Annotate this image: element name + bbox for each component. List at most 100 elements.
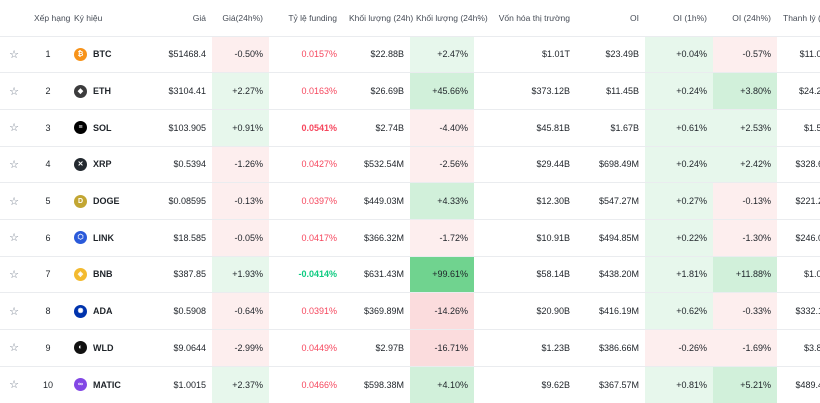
- change-24h-header[interactable]: Giá(24h%): [222, 12, 263, 23]
- volume-change-cell: -4.40%: [410, 109, 474, 147]
- liquidation-header[interactable]: Thanh lý (24h): [783, 12, 820, 23]
- table-row[interactable]: ☆ 6 ⬡ LINK $18.585 -0.05% 0.0417% $366.32M -1.72…: [0, 219, 820, 257]
- rank-cell: 1: [45, 49, 51, 60]
- symbol-cell[interactable]: ≡ SOL: [68, 109, 126, 146]
- table-row[interactable]: ☆ 3 ≡ SOL $103.905 +0.91% 0.0541% $2.74B -4.40% $…: [0, 109, 820, 147]
- symbol-label: XRP: [93, 159, 112, 170]
- favorite-star-icon[interactable]: ☆: [9, 195, 19, 208]
- favorite-star-icon[interactable]: ☆: [9, 122, 19, 135]
- price-cell: $3104.41: [168, 86, 206, 97]
- favorite-star-icon[interactable]: ☆: [9, 158, 19, 171]
- volume-change-cell: +99.61%: [410, 256, 474, 293]
- change-24h-cell: -0.50%: [212, 36, 269, 73]
- symbol-label: SOL: [93, 122, 112, 133]
- liquidation-cell: $489.44K: [795, 379, 820, 390]
- bnb-icon: ◈: [74, 267, 87, 281]
- symbol-label: DOGE: [93, 196, 120, 207]
- table-row[interactable]: ☆ 8 ✺ ADA $0.5908 -0.64% 0.0391% $369.89M -14.26…: [0, 292, 820, 330]
- liquidation-cell: $3.82M: [803, 342, 820, 353]
- oi-24h-cell: -1.69%: [713, 329, 777, 367]
- table-row[interactable]: ☆ 4 ✕ XRP $0.5394 -1.26% 0.0427% $532.54M -2.56%…: [0, 146, 820, 183]
- table-row[interactable]: ☆ 1 ₿ BTC $51468.4 -0.50% 0.0157% $22.88B +2.47%…: [0, 36, 820, 73]
- table-row[interactable]: ☆ 2 ◆ ETH $3104.41 +2.27% 0.0163% $26.69B +45.66…: [0, 72, 820, 110]
- matic-icon: ∞: [74, 378, 87, 392]
- market-cap-header[interactable]: Vốn hóa thị trường: [498, 12, 570, 23]
- favorite-star-icon[interactable]: ☆: [9, 232, 19, 245]
- market-cap-cell: $1.23B: [541, 342, 570, 353]
- price-cell: $0.5908: [173, 306, 206, 317]
- volume-24h-header[interactable]: Khối lượng (24h): [349, 12, 414, 23]
- table-row[interactable]: ☆ 7 ◈ BNB $387.85 +1.93% -0.0414% $631.43M +99.6…: [0, 256, 820, 293]
- oi-24h-cell: +2.42%: [713, 146, 777, 183]
- rank-cell: 3: [45, 122, 51, 133]
- open-interest-cell: $1.67B: [610, 122, 639, 133]
- symbol-cell[interactable]: ◐ WLD: [68, 330, 126, 367]
- oi-1h-cell: +1.81%: [645, 256, 713, 293]
- rank-header[interactable]: Xếp hạng: [34, 12, 71, 23]
- funding-rate-cell: -0.0414%: [298, 269, 337, 280]
- open-interest-header[interactable]: OI: [630, 12, 639, 23]
- price-cell: $387.85: [173, 269, 206, 280]
- favorite-star-icon[interactable]: ☆: [9, 85, 19, 98]
- volume-24h-cell: $366.32M: [363, 232, 404, 243]
- rank-cell: 2: [45, 86, 51, 97]
- table-header-row: Xếp hạng Ký hiệu Giá Giá(24h%) Tỷ lệ fun…: [0, 0, 820, 36]
- ada-icon: ✺: [74, 304, 87, 318]
- rank-cell: 6: [45, 232, 51, 243]
- favorite-star-icon[interactable]: ☆: [9, 48, 19, 61]
- table-row[interactable]: ☆ 10 ∞ MATIC $1.0015 +2.37% 0.0466% $598.38M +4.…: [0, 366, 820, 403]
- symbol-header[interactable]: Ký hiệu: [74, 12, 103, 23]
- oi-24h-cell: +2.53%: [713, 109, 777, 147]
- symbol-cell[interactable]: ✺ ADA: [68, 293, 126, 330]
- oi-1h-header[interactable]: OI (1h%): [672, 12, 707, 23]
- volume-change-cell: +45.66%: [410, 72, 474, 110]
- symbol-cell[interactable]: D DOGE: [68, 183, 126, 220]
- change-24h-cell: +2.27%: [212, 72, 269, 110]
- price-cell: $0.08595: [168, 196, 206, 207]
- favorite-star-icon[interactable]: ☆: [9, 379, 19, 392]
- symbol-cell[interactable]: ⬡ LINK: [68, 219, 126, 256]
- volume-24h-cell: $449.03M: [363, 196, 404, 207]
- change-24h-cell: -0.05%: [212, 219, 269, 257]
- table-row[interactable]: ☆ 9 ◐ WLD $9.0644 -2.99% 0.0449% $2.97B -16.71% $…: [0, 329, 820, 367]
- volume-24h-cell: $598.38M: [363, 379, 404, 390]
- rank-cell: 7: [45, 269, 51, 280]
- rank-cell: 4: [45, 159, 51, 170]
- open-interest-cell: $547.27M: [598, 196, 639, 207]
- symbol-cell[interactable]: ◆ ETH: [68, 73, 126, 110]
- volume-24h-cell: $26.69B: [370, 86, 404, 97]
- xrp-icon: ✕: [74, 157, 87, 171]
- funding-rate-header[interactable]: Tỷ lệ funding: [288, 12, 337, 23]
- price-cell: $103.905: [168, 122, 206, 133]
- watchlist-header: [0, 0, 28, 36]
- change-24h-cell: -1.26%: [212, 146, 269, 183]
- symbol-cell[interactable]: ◈ BNB: [68, 256, 126, 293]
- volume-change-cell: -16.71%: [410, 329, 474, 367]
- favorite-star-icon[interactable]: ☆: [9, 342, 19, 355]
- change-24h-cell: -2.99%: [212, 329, 269, 367]
- symbol-cell[interactable]: ✕ XRP: [68, 146, 126, 183]
- symbol-cell[interactable]: ₿ BTC: [68, 36, 126, 73]
- liquidation-cell: $1.57M: [803, 122, 820, 133]
- table-row[interactable]: ☆ 5 D DOGE $0.08595 -0.13% 0.0397% $449.03M +4.3…: [0, 182, 820, 220]
- volume-change-cell: -2.56%: [410, 146, 474, 183]
- rank-cell: 9: [45, 342, 51, 353]
- volume-change-header[interactable]: Khối lượng (24h%): [416, 12, 488, 23]
- funding-rate-cell: 0.0417%: [301, 232, 337, 243]
- price-header[interactable]: Giá: [192, 12, 206, 23]
- oi-24h-cell: -0.13%: [713, 182, 777, 220]
- oi-24h-header[interactable]: OI (24h%): [732, 12, 771, 23]
- favorite-star-icon[interactable]: ☆: [9, 305, 19, 318]
- volume-change-cell: -1.72%: [410, 219, 474, 257]
- sol-icon: ≡: [74, 121, 87, 135]
- change-24h-cell: +0.91%: [212, 109, 269, 147]
- symbol-label: ADA: [93, 306, 113, 317]
- change-24h-cell: +1.93%: [212, 256, 269, 293]
- oi-1h-cell: +0.24%: [645, 146, 713, 183]
- favorite-star-icon[interactable]: ☆: [9, 268, 19, 281]
- funding-rate-cell: 0.0466%: [301, 379, 337, 390]
- volume-24h-cell: $2.74B: [375, 122, 404, 133]
- liquidation-cell: $328.60K: [795, 159, 820, 170]
- symbol-cell[interactable]: ∞ MATIC: [68, 366, 126, 403]
